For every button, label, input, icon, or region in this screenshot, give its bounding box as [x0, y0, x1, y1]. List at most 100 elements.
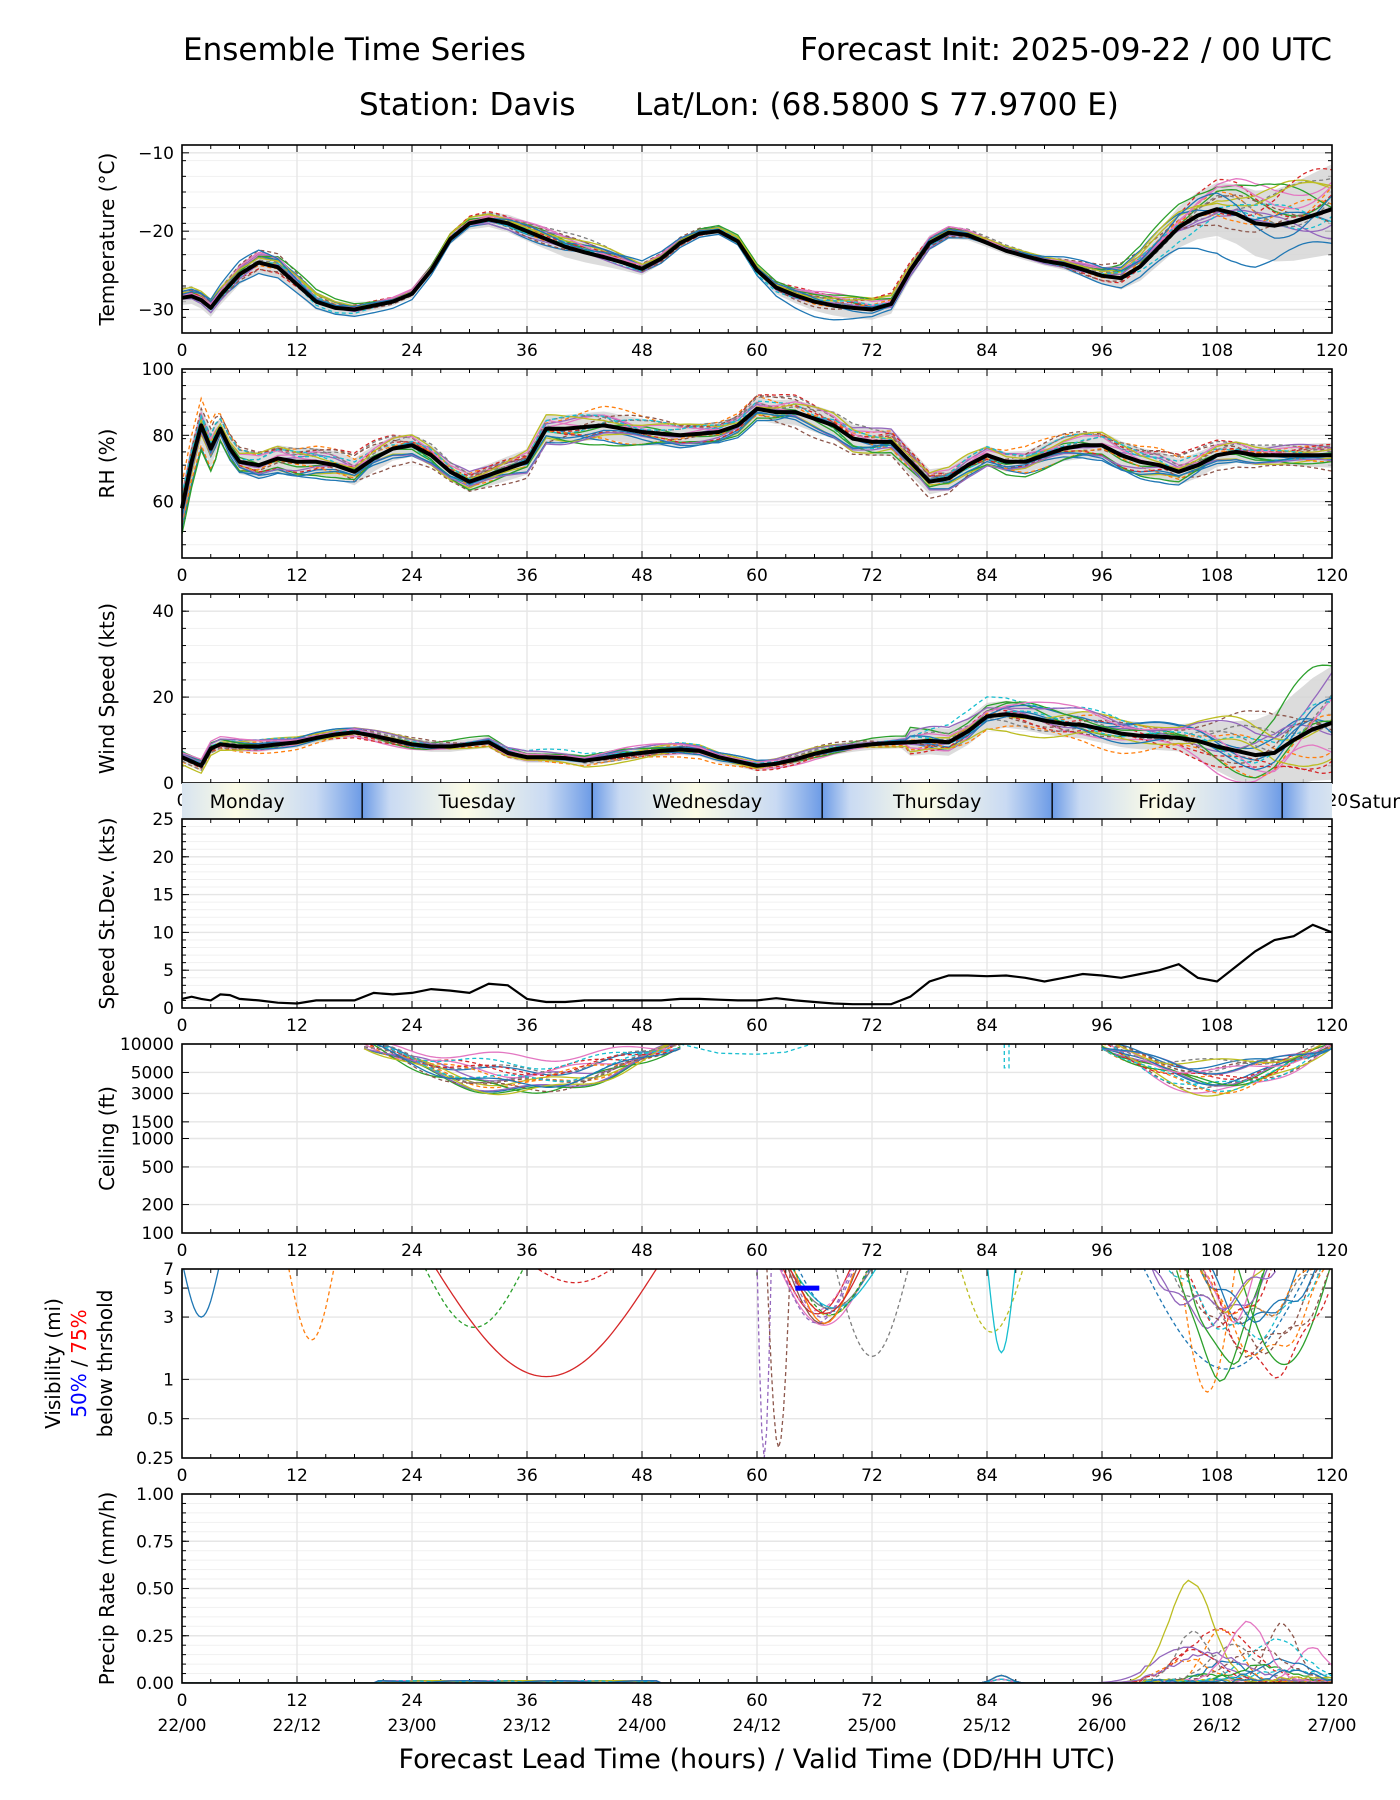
- wind-ylabel: Wind Speed (kts): [95, 603, 119, 774]
- valid-time-label: 25/00: [848, 1716, 897, 1736]
- member-line: [1003, 1044, 1010, 1069]
- member-line: [1107, 1044, 1332, 1090]
- y-tick-label: 100: [142, 360, 174, 380]
- y-tick-label: 10: [152, 923, 174, 943]
- valid-time-label: 24/00: [618, 1716, 667, 1736]
- x-tick-label: 0: [177, 1016, 188, 1036]
- member-line: [1101, 1045, 1332, 1097]
- y-tick-label: 20: [152, 848, 174, 868]
- member-line: [1179, 1269, 1236, 1393]
- x-tick-label: 96: [1091, 341, 1113, 361]
- x-tick-label: 12: [286, 1691, 308, 1711]
- x-tick-label: 84: [976, 1241, 998, 1261]
- valid-time-label: 23/00: [388, 1716, 437, 1736]
- member-line: [1113, 1044, 1325, 1065]
- member-line: [372, 1044, 681, 1093]
- wind-speed-axes: 0204001224364860728496108120: [152, 593, 1348, 811]
- threshold-50-text: 50%: [67, 1373, 91, 1417]
- x-tick-label: 0: [177, 1466, 188, 1486]
- member-line: [1200, 1269, 1316, 1318]
- day-segment: [362, 783, 593, 819]
- y-tick-label: −20: [138, 222, 174, 242]
- member-line: [182, 714, 1332, 774]
- x-tick-label: 96: [1091, 1691, 1113, 1711]
- member-line: [182, 223, 1332, 321]
- valid-time-label: 23/12: [503, 1716, 552, 1736]
- visibility-ylabel-tail: below thrshold: [93, 1290, 117, 1438]
- member-line: [182, 1646, 1332, 1683]
- day-segment: [182, 783, 363, 819]
- x-tick-label: 108: [1201, 341, 1233, 361]
- y-tick-label: 5000: [131, 1063, 174, 1083]
- valid-time-label: 26/00: [1078, 1716, 1127, 1736]
- x-tick-label: 12: [286, 1241, 308, 1261]
- member-line: [780, 1269, 853, 1312]
- member-line: [1169, 1269, 1321, 1326]
- valid-time-label: 22/00: [158, 1716, 207, 1736]
- stdev-ylabel: Speed St.Dev. (kts): [95, 817, 119, 1009]
- chart-title-right: Forecast Init: 2025-09-22 / 00 UTC: [800, 32, 1332, 68]
- member-line: [182, 183, 1332, 307]
- x-tick-label: 0: [177, 566, 188, 586]
- member-line: [388, 1044, 681, 1062]
- member-line: [959, 1269, 1024, 1333]
- y-tick-label: 1.00: [136, 1485, 174, 1505]
- x-tick-label: 48: [631, 1691, 653, 1711]
- x-tick-label: 120: [1316, 1241, 1348, 1261]
- member-line: [182, 1648, 1332, 1683]
- day-bar: Monday Tuesday Wednesday Thursday Friday: [182, 783, 1332, 819]
- x-tick-label: 48: [631, 341, 653, 361]
- x-axis-label: Forecast Lead Time (hours) / Valid Time …: [399, 1744, 1116, 1775]
- x-tick-label: 36: [516, 1241, 538, 1261]
- member-line: [373, 1044, 681, 1088]
- y-tick-label: 20: [152, 688, 174, 708]
- member-line: [182, 1579, 1332, 1683]
- member-line: [782, 1269, 851, 1315]
- valid-time-label: 22/12: [273, 1716, 322, 1736]
- member-line: [182, 714, 1332, 779]
- day-label: Friday: [1138, 791, 1196, 813]
- x-tick-label: 0: [177, 1691, 188, 1711]
- member-line: [183, 1269, 220, 1318]
- station-label: Station: Davis: [359, 87, 576, 123]
- member-line: [1175, 1270, 1264, 1382]
- speed-stdev-axes: 0 5 10 15 20 25 0 12 24 36 48 60 72 84 96 108 120: [152, 810, 1348, 1036]
- x-tick-label: 96: [1091, 566, 1113, 586]
- member-line: [424, 1269, 524, 1329]
- y-tick-label: 40: [152, 602, 174, 622]
- y-tick-label: 1500: [131, 1113, 174, 1133]
- x-tick-label: 60: [746, 566, 768, 586]
- day-segment: [1052, 783, 1283, 819]
- y-tick-label: 80: [152, 426, 174, 446]
- x-tick-label: 36: [516, 566, 538, 586]
- y-tick-label: 10000: [120, 1035, 174, 1055]
- valid-time-label: 24/12: [733, 1716, 782, 1736]
- x-tick-label: 60: [746, 1016, 768, 1036]
- temperature-ylabel: Temperature (°C): [95, 153, 119, 327]
- x-tick-label: 72: [861, 566, 883, 586]
- member-line: [288, 1269, 335, 1341]
- x-tick-label: 108: [1201, 1466, 1233, 1486]
- member-line: [363, 1044, 672, 1096]
- x-tick-label: 48: [631, 1016, 653, 1036]
- member-line: [1199, 1269, 1325, 1358]
- visibility-members: [183, 1269, 1331, 1458]
- x-tick-label: 0: [177, 341, 188, 361]
- x-tick-label: 96: [1091, 1016, 1113, 1036]
- x-tick-label: 12: [286, 341, 308, 361]
- x-tick-label: 96: [1091, 1241, 1113, 1261]
- y-tick-label: 500: [142, 1158, 174, 1178]
- y-tick-label: 3000: [131, 1084, 174, 1104]
- day-label: Thursday: [892, 791, 981, 813]
- x-tick-label: 84: [976, 1691, 998, 1711]
- y-tick-label: 0: [163, 774, 174, 794]
- member-line: [987, 1269, 1016, 1354]
- visibility-frame: [181, 1268, 1333, 1459]
- precip-rate-frame: [181, 1493, 1333, 1684]
- member-line: [365, 1044, 681, 1083]
- member-line: [1101, 1047, 1332, 1075]
- member-line: [182, 395, 1332, 506]
- temperature-frame: [181, 144, 1333, 334]
- y-tick-label: 0.25: [136, 1449, 174, 1469]
- x-tick-label: 72: [861, 1241, 883, 1261]
